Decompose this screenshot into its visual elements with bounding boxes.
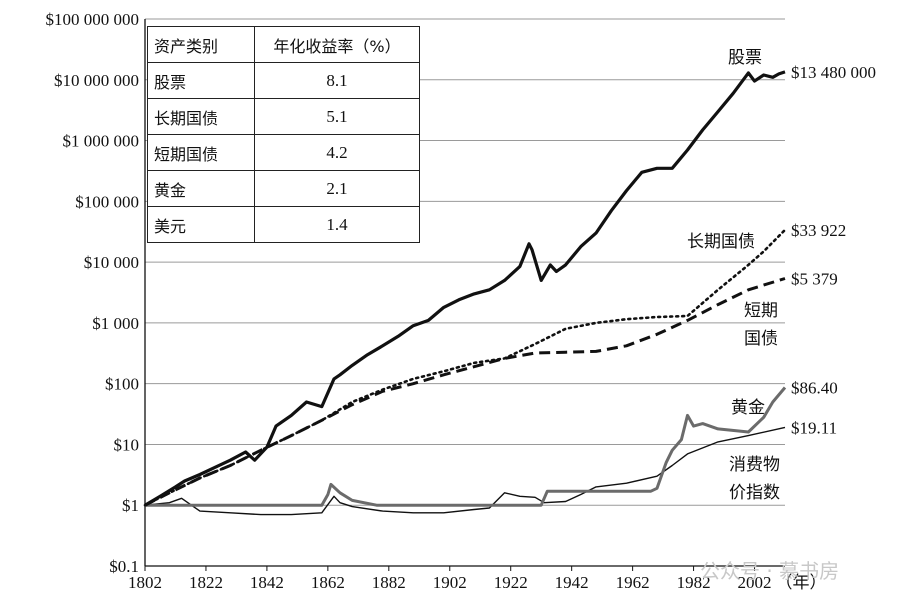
y-tick-label: $100 [105, 375, 139, 394]
series-end-value: $13 480 000 [791, 63, 876, 82]
series-end-value: $19.11 [791, 418, 837, 437]
table-header-cell: 资产类别 [147, 26, 255, 63]
table-header-cell: 年化收益率（%） [254, 26, 420, 63]
series-end-value: $5 379 [791, 269, 838, 288]
table-cell-asset: 黄金 [147, 170, 255, 207]
x-tick-label: 1922 [494, 573, 528, 592]
y-tick-label: $10 000 000 [54, 71, 139, 90]
x-tick-label: 2002 [738, 573, 772, 592]
x-tick-label: 1822 [189, 573, 223, 592]
series-label: 长期国债 [687, 232, 755, 252]
table-row: 短期国债 4.2 [147, 134, 420, 171]
series-label: 国债 [744, 329, 778, 349]
table-cell-asset: 股票 [147, 62, 255, 99]
table-row: 长期国债 5.1 [147, 98, 420, 135]
y-tick-label: $10 000 [84, 253, 139, 272]
table-cell-return: 4.2 [254, 134, 420, 171]
table-cell-return: 5.1 [254, 98, 420, 135]
series-end-value: $33 922 [791, 221, 846, 240]
stock-series-line [144, 70, 786, 507]
series-label: 股票 [728, 48, 762, 68]
watermark-text: 公众号 · 慕书房 [700, 559, 839, 583]
x-tick-label: 1842 [250, 573, 284, 592]
series-end-value: $86.40 [791, 379, 838, 398]
x-tick-label: 1962 [616, 573, 650, 592]
table-cell-asset: 长期国债 [147, 98, 255, 135]
gold-series-line [145, 386, 787, 507]
series-label: 价指数 [729, 483, 780, 503]
series-label: 短期 [744, 301, 778, 321]
table-row: 美元 1.4 [147, 206, 420, 243]
table-cell-asset: 短期国债 [147, 134, 255, 171]
returns-table: 资产类别 年化收益率（%） 股票 8.1 长期国债 5.1 短期国债 4.2 黄… [147, 26, 420, 243]
x-tick-label: 1902 [433, 573, 467, 592]
y-tick-label: $10 [114, 435, 140, 454]
y-tick-label: $1 [122, 496, 139, 515]
x-tick-label: 1882 [372, 573, 406, 592]
table-row: 股票 8.1 [147, 62, 420, 99]
series-label: 黄金 [731, 398, 765, 418]
table-cell-return: 8.1 [254, 62, 420, 99]
x-tick-label: 1862 [311, 573, 345, 592]
y-tick-label: $1 000 000 [63, 132, 140, 151]
table-row: 黄金 2.1 [147, 170, 420, 207]
x-tick-label: 1982 [677, 573, 711, 592]
table-cell-return: 2.1 [254, 170, 420, 207]
bill-series-line [144, 277, 786, 507]
table-cell-asset: 美元 [147, 206, 255, 243]
cpi-series-line [144, 426, 786, 516]
long-bond-series-line [143, 228, 787, 507]
series-label: 消费物 [729, 455, 780, 475]
x-tick-label: 1942 [555, 573, 589, 592]
y-tick-label: $0.1 [109, 557, 139, 576]
x-tick-label: 1802 [128, 573, 162, 592]
y-tick-label: $100 000 000 [46, 10, 140, 29]
y-tick-label: $1 000 [92, 314, 139, 333]
x-axis-unit: （年） [776, 573, 827, 593]
y-tick-label: $100 000 [75, 192, 139, 211]
table-header-row: 资产类别 年化收益率（%） [147, 26, 420, 63]
table-cell-return: 1.4 [254, 206, 420, 243]
